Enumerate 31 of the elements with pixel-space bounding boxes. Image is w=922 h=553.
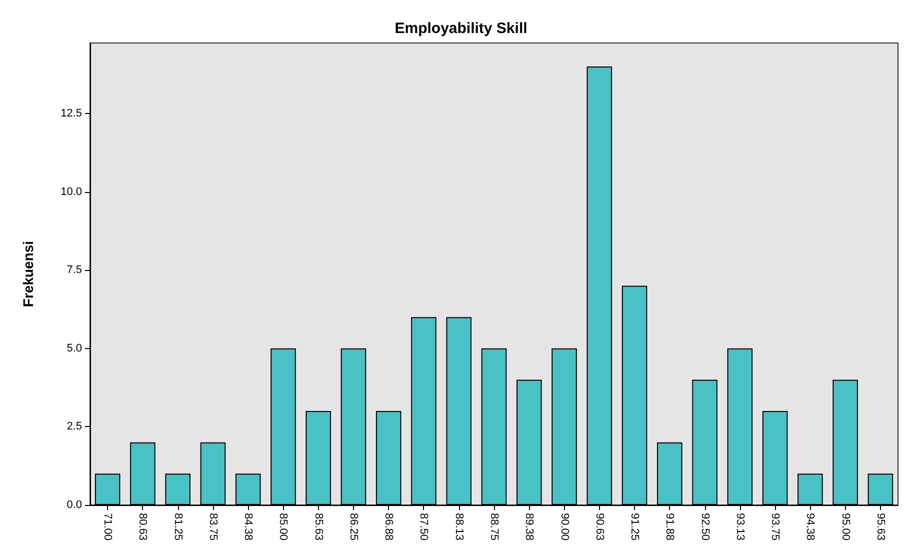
x-tick-label: 71.00: [102, 513, 114, 541]
x-tick-label: 90.00: [558, 513, 570, 541]
x-tick-label: 91.88: [664, 513, 676, 541]
y-tick-label: 5.0: [66, 342, 82, 354]
x-tick-label: 92.50: [698, 513, 711, 541]
y-axis-title: Frekuensi: [20, 240, 36, 308]
x-tick-label: 81.25: [172, 513, 184, 541]
x-tick-label: 86.25: [347, 513, 360, 541]
x-tick-label: 94.38: [804, 513, 816, 541]
x-tick-label: 80.63: [136, 513, 149, 541]
y-tick-label: 7.5: [66, 264, 82, 276]
x-tick-label: 85.00: [277, 513, 290, 541]
x-tick-label: 95.63: [874, 513, 886, 541]
x-tick-label: 88.75: [488, 513, 500, 541]
x-tick-label: 84.38: [242, 513, 254, 541]
y-tick-label: 10.0: [60, 186, 82, 198]
y-tick-label: 0.0: [66, 499, 82, 511]
x-tick-label: 86.88: [382, 513, 395, 541]
chart-title: Employability Skill: [394, 20, 528, 37]
x-tick-label: 90.63: [593, 513, 606, 541]
x-tick-label: 91.25: [628, 513, 641, 541]
y-tick-label: 12.5: [60, 107, 82, 120]
x-tick-label: 93.13: [734, 513, 746, 541]
x-tick-label: 88.13: [452, 513, 465, 541]
x-tick-label: 83.75: [206, 513, 219, 541]
x-tick-label: 95.00: [839, 513, 852, 541]
y-tick-label: 2.5: [66, 420, 82, 433]
x-tick-label: 85.63: [312, 513, 324, 541]
x-tick-label: 87.50: [418, 513, 430, 541]
x-tick-label: 89.38: [523, 513, 536, 541]
x-tick-label: 93.75: [769, 513, 782, 541]
